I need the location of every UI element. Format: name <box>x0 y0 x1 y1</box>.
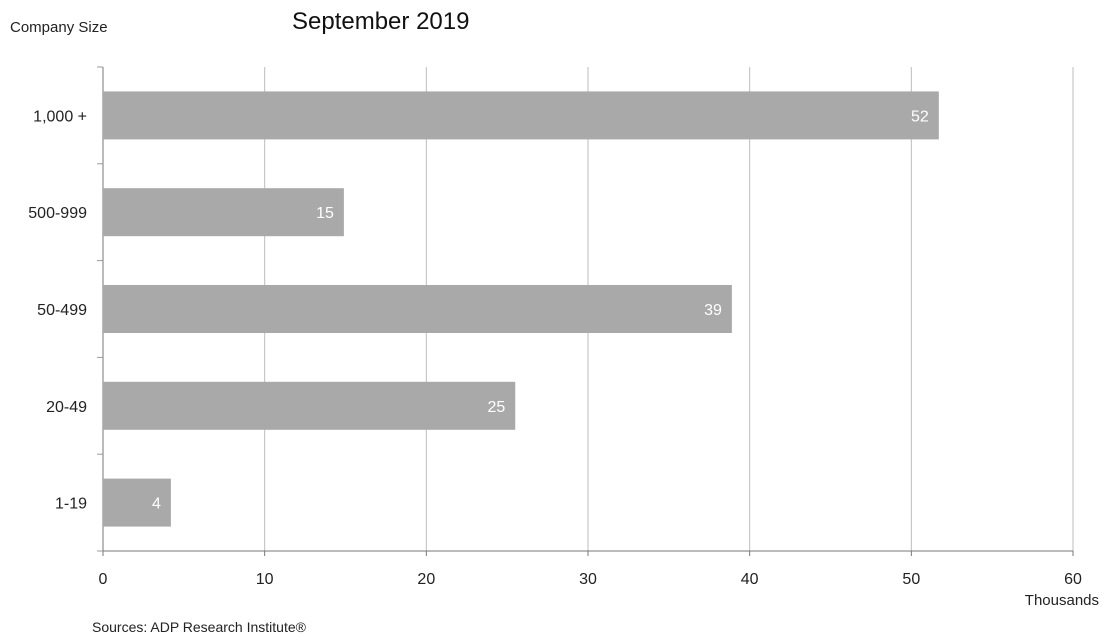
chart-title: September 2019 <box>292 8 470 35</box>
x-tick-label: 30 <box>579 571 597 588</box>
bar <box>103 91 939 140</box>
x-tick-label: 10 <box>256 571 274 588</box>
x-tick-label: 0 <box>99 571 108 588</box>
bar <box>103 478 171 527</box>
x-tick-label: 40 <box>741 571 759 588</box>
y-category-label: 1-19 <box>55 496 87 513</box>
x-axis-unit-label: Thousands <box>1024 592 1099 609</box>
source-note: Sources: ADP Research Institute® <box>92 619 306 635</box>
y-category-label: 20-49 <box>46 399 87 416</box>
bar <box>103 381 516 430</box>
data-label: 15 <box>316 205 334 222</box>
data-label: 52 <box>911 108 929 125</box>
x-tick-label: 20 <box>417 571 435 588</box>
bar <box>103 188 344 237</box>
y-category-label: 500-999 <box>28 205 87 222</box>
data-label: 39 <box>704 302 722 319</box>
data-label: 4 <box>152 496 161 513</box>
y-category-label: 1,000 + <box>33 108 87 125</box>
data-label: 25 <box>487 399 505 416</box>
bar <box>103 285 732 333</box>
y-axis-title: Company Size <box>10 19 108 36</box>
x-tick-label: 50 <box>902 571 920 588</box>
x-tick-label: 60 <box>1064 571 1082 588</box>
y-category-label: 50-499 <box>37 302 87 319</box>
